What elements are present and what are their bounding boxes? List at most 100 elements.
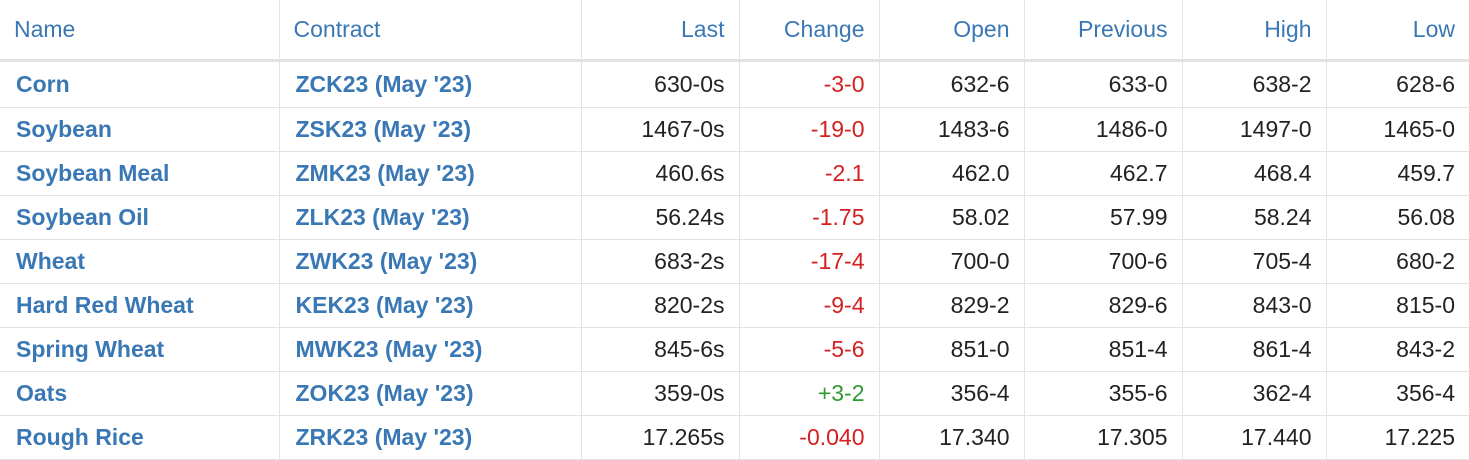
table-row: Wheat ZWK23 (May '23) 683-2s -17-4 700-0 700-… <box>0 239 1469 284</box>
column-header-high[interactable]: High <box>1182 0 1327 62</box>
cell-high: 861-4 <box>1182 327 1327 372</box>
cell-contract: ZRK23 (May '23) <box>279 415 582 460</box>
commodity-link[interactable]: Rough Rice <box>16 424 144 450</box>
cell-open: 700-0 <box>879 239 1025 284</box>
commodity-link[interactable]: Corn <box>16 71 70 97</box>
header-row: Name Contract Last Change Open Previous … <box>0 0 1469 62</box>
cell-open: 462.0 <box>879 151 1025 196</box>
cell-high: 468.4 <box>1182 151 1327 196</box>
cell-high: 58.24 <box>1182 195 1327 240</box>
column-header-contract[interactable]: Contract <box>279 0 582 62</box>
contract-link[interactable]: ZMK23 (May '23) <box>295 160 475 186</box>
table-row: Soybean Oil ZLK23 (May '23) 56.24s -1.75 58.… <box>0 195 1469 240</box>
contract-link[interactable]: ZCK23 (May '23) <box>295 71 473 97</box>
cell-open: 851-0 <box>879 327 1025 372</box>
cell-contract: ZWK23 (May '23) <box>279 239 582 284</box>
cell-last: 359-0s <box>581 371 740 416</box>
cell-open: 1483-6 <box>879 107 1025 152</box>
cell-previous: 17.305 <box>1024 415 1183 460</box>
column-header-name[interactable]: Name <box>0 0 280 62</box>
cell-low: 17.225 <box>1326 415 1469 460</box>
commodity-link[interactable]: Soybean <box>16 116 112 142</box>
cell-change: -1.75 <box>739 195 880 240</box>
cell-last: 1467-0s <box>581 107 740 152</box>
cell-previous: 57.99 <box>1024 195 1183 240</box>
table-row: Rough Rice ZRK23 (May '23) 17.265s -0.040 17… <box>0 415 1469 460</box>
cell-previous: 700-6 <box>1024 239 1183 284</box>
cell-name: Soybean Oil <box>0 195 280 240</box>
cell-contract: KEK23 (May '23) <box>279 283 582 328</box>
contract-link[interactable]: ZOK23 (May '23) <box>295 380 474 406</box>
contract-link[interactable]: ZSK23 (May '23) <box>295 116 471 142</box>
cell-name: Oats <box>0 371 280 416</box>
column-header-open[interactable]: Open <box>879 0 1025 62</box>
column-header-previous[interactable]: Previous <box>1024 0 1183 62</box>
cell-high: 1497-0 <box>1182 107 1327 152</box>
commodity-link[interactable]: Soybean Oil <box>16 204 149 230</box>
table-row: Corn ZCK23 (May '23) 630-0s -3-0 632-6 633-0 6… <box>0 60 1469 108</box>
cell-last: 460.6s <box>581 151 740 196</box>
cell-low: 815-0 <box>1326 283 1469 328</box>
cell-last: 630-0s <box>581 60 740 108</box>
table-row: Spring Wheat MWK23 (May '23) 845-6s -5-6 851… <box>0 327 1469 372</box>
commodity-link[interactable]: Hard Red Wheat <box>16 292 194 318</box>
cell-last: 56.24s <box>581 195 740 240</box>
cell-open: 17.340 <box>879 415 1025 460</box>
contract-link[interactable]: KEK23 (May '23) <box>295 292 474 318</box>
commodity-link[interactable]: Spring Wheat <box>16 336 165 362</box>
column-header-change[interactable]: Change <box>739 0 880 62</box>
cell-name: Hard Red Wheat <box>0 283 280 328</box>
contract-link[interactable]: MWK23 (May '23) <box>295 336 483 362</box>
commodity-link[interactable]: Soybean Meal <box>16 160 170 186</box>
cell-last: 820-2s <box>581 283 740 328</box>
cell-change: -9-4 <box>739 283 880 328</box>
cell-high: 843-0 <box>1182 283 1327 328</box>
table-row: Oats ZOK23 (May '23) 359-0s +3-2 356-4 355-6 3… <box>0 371 1469 416</box>
table-header: Name Contract Last Change Open Previous … <box>0 0 1469 62</box>
cell-low: 356-4 <box>1326 371 1469 416</box>
cell-high: 362-4 <box>1182 371 1327 416</box>
contract-link[interactable]: ZWK23 (May '23) <box>295 248 478 274</box>
cell-low: 459.7 <box>1326 151 1469 196</box>
cell-change: -0.040 <box>739 415 880 460</box>
cell-contract: ZLK23 (May '23) <box>279 195 582 240</box>
cell-name: Corn <box>0 60 280 108</box>
cell-change: -17-4 <box>739 239 880 284</box>
table-row: Soybean ZSK23 (May '23) 1467-0s -19-0 1483-6… <box>0 107 1469 152</box>
cell-low: 843-2 <box>1326 327 1469 372</box>
cell-change: -5-6 <box>739 327 880 372</box>
cell-previous: 633-0 <box>1024 60 1183 108</box>
cell-contract: ZSK23 (May '23) <box>279 107 582 152</box>
cell-low: 56.08 <box>1326 195 1469 240</box>
cell-open: 632-6 <box>879 60 1025 108</box>
cell-high: 638-2 <box>1182 60 1327 108</box>
cell-name: Rough Rice <box>0 415 280 460</box>
cell-previous: 851-4 <box>1024 327 1183 372</box>
cell-open: 58.02 <box>879 195 1025 240</box>
cell-name: Wheat <box>0 239 280 284</box>
commodity-link[interactable]: Oats <box>16 380 68 406</box>
cell-name: Spring Wheat <box>0 327 280 372</box>
cell-change: -2.1 <box>739 151 880 196</box>
table-row: Soybean Meal ZMK23 (May '23) 460.6s -2.1 462… <box>0 151 1469 196</box>
cell-contract: ZCK23 (May '23) <box>279 60 582 108</box>
cell-open: 829-2 <box>879 283 1025 328</box>
cell-previous: 462.7 <box>1024 151 1183 196</box>
cell-name: Soybean <box>0 107 280 152</box>
cell-change: +3-2 <box>739 371 880 416</box>
contract-link[interactable]: ZRK23 (May '23) <box>295 424 473 450</box>
cell-contract: MWK23 (May '23) <box>279 327 582 372</box>
commodity-link[interactable]: Wheat <box>16 248 85 274</box>
column-header-low[interactable]: Low <box>1326 0 1469 62</box>
cell-open: 356-4 <box>879 371 1025 416</box>
cell-low: 1465-0 <box>1326 107 1469 152</box>
cell-last: 683-2s <box>581 239 740 284</box>
cell-high: 17.440 <box>1182 415 1327 460</box>
cell-name: Soybean Meal <box>0 151 280 196</box>
cell-last: 845-6s <box>581 327 740 372</box>
column-header-last[interactable]: Last <box>581 0 740 62</box>
cell-low: 628-6 <box>1326 60 1469 108</box>
cell-contract: ZOK23 (May '23) <box>279 371 582 416</box>
contract-link[interactable]: ZLK23 (May '23) <box>295 204 470 230</box>
